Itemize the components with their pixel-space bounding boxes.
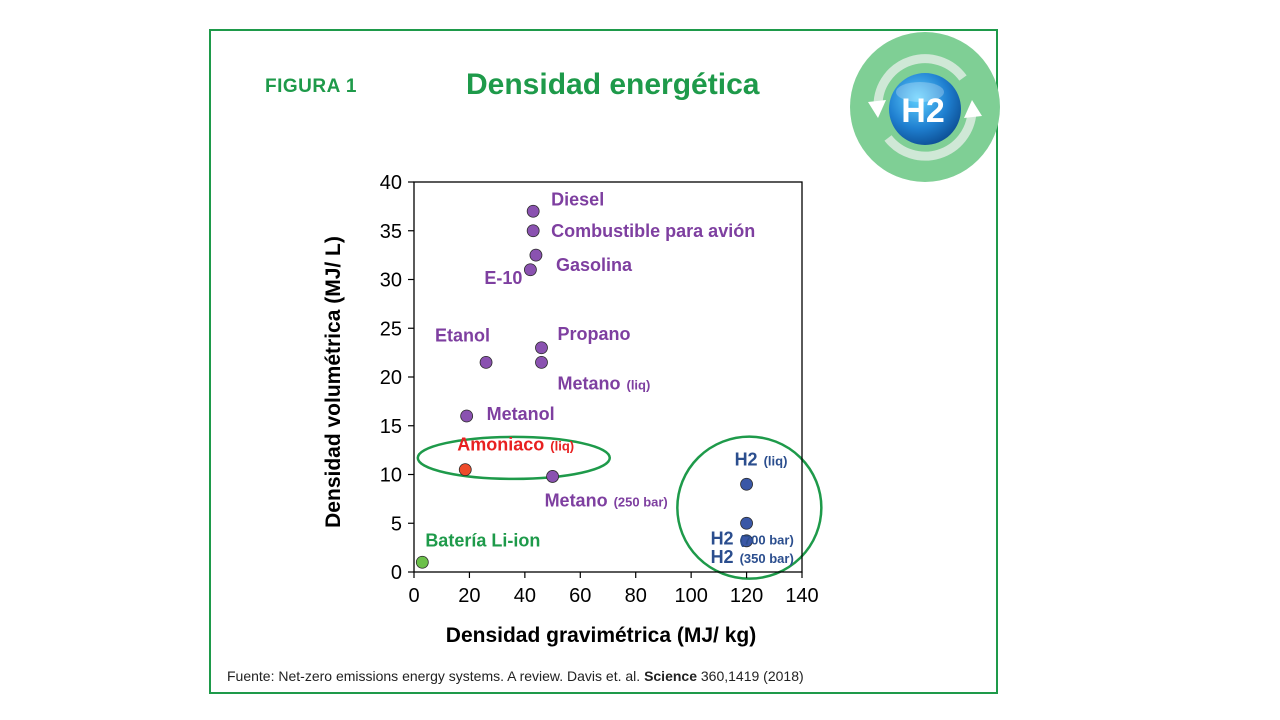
source-citation: Fuente: Net-zero emissions energy system… xyxy=(227,668,804,684)
logo-text: H2 xyxy=(901,92,944,130)
y-tick-label: 30 xyxy=(380,270,402,292)
point-label: Etanol xyxy=(435,325,490,345)
point-label-main: Diesel xyxy=(551,189,604,209)
x-tick-label: 100 xyxy=(674,585,707,607)
point-label-main: Gasolina xyxy=(556,255,633,275)
y-tick-label: 20 xyxy=(380,367,402,389)
y-axis-label: Densidad volumétrica (MJ/ L) xyxy=(322,236,345,528)
data-point xyxy=(415,555,429,569)
x-tick-label: 20 xyxy=(458,585,480,607)
point-label-main: H2 xyxy=(711,528,734,548)
data-point xyxy=(740,534,753,548)
scatter-chart: 0 20 40 60 80 100 120 140 0 5 10 15 20 25 30 35 40 Diese… xyxy=(322,172,823,647)
point-label-sub: (250 bar) xyxy=(614,494,668,509)
data-point xyxy=(740,516,753,530)
point-label-sub: (350 bar) xyxy=(740,551,794,566)
point-label: Propano xyxy=(557,324,630,344)
ammonia-highlight-ellipse xyxy=(416,435,612,481)
point-label-main: Combustible para avión xyxy=(551,221,755,241)
point-label: Metano (liq) xyxy=(557,373,650,393)
data-point xyxy=(526,204,540,218)
data-point xyxy=(535,355,548,369)
data-point xyxy=(535,341,548,355)
data-point xyxy=(740,477,753,491)
point-label: Combustible para avión xyxy=(551,221,755,241)
point-label-main: Propano xyxy=(557,324,630,344)
y-tick-label: 0 xyxy=(391,562,402,584)
point-label: Batería Li-ion xyxy=(425,530,540,550)
point-label: H2 (700 bar) xyxy=(711,528,794,548)
x-tick-label: 60 xyxy=(569,585,591,607)
x-axis-label: Densidad gravimétrica (MJ/ kg) xyxy=(446,624,756,647)
x-tick-label: 80 xyxy=(625,585,647,607)
x-tick-label: 140 xyxy=(785,585,818,607)
y-tick-label: 25 xyxy=(380,318,402,340)
point-label: Metanol xyxy=(487,404,555,424)
y-tick-label: 5 xyxy=(391,513,402,535)
y-tick-label: 10 xyxy=(380,465,402,487)
x-tick-label: 0 xyxy=(408,585,419,607)
point-label-sub: (liq) xyxy=(550,439,574,454)
y-tick-label: 40 xyxy=(380,172,402,194)
data-point xyxy=(479,355,493,369)
x-tick-label: 120 xyxy=(730,585,763,607)
point-label: E-10 xyxy=(484,268,522,288)
point-label: H2 (350 bar) xyxy=(711,547,794,567)
data-point xyxy=(458,463,472,477)
source-journal: Science xyxy=(644,668,697,684)
chart-title: Densidad energética xyxy=(466,68,760,101)
point-label-main: Metano xyxy=(545,490,608,510)
point-label-main: Metano xyxy=(557,373,620,393)
point-label-main: H2 xyxy=(735,449,758,469)
y-tick-label: 15 xyxy=(380,416,402,438)
point-label-sub: (700 bar) xyxy=(740,532,794,547)
data-point xyxy=(526,224,540,238)
source-suffix: 360,1419 (2018) xyxy=(697,668,804,684)
data-point xyxy=(523,263,537,277)
source-prefix: Fuente: Net-zero emissions energy system… xyxy=(227,668,645,684)
point-label-main: Etanol xyxy=(435,325,490,345)
point-label-main: H2 xyxy=(711,547,734,567)
point-label: Metano (250 bar) xyxy=(545,490,668,510)
point-label: H2 (liq) xyxy=(735,449,788,469)
point-label: Diesel xyxy=(551,189,604,209)
point-label: Gasolina xyxy=(556,255,633,275)
point-label-main: E-10 xyxy=(484,268,522,288)
point-label-main: Amoniaco xyxy=(457,435,544,455)
point-label-main: Metanol xyxy=(487,404,555,424)
point-label-sub: (liq) xyxy=(764,453,788,468)
figure-label: FIGURA 1 xyxy=(265,76,357,97)
data-point xyxy=(460,409,474,423)
point-label-sub: (liq) xyxy=(626,377,650,392)
y-tick-label: 35 xyxy=(380,221,402,243)
x-tick-label: 40 xyxy=(514,585,536,607)
hydrogen-h2-icon: H2 xyxy=(850,32,1000,182)
point-label: Amoniaco (liq) xyxy=(457,435,574,455)
data-point xyxy=(529,248,543,262)
point-label-main: Batería Li-ion xyxy=(425,530,540,550)
data-point xyxy=(546,470,559,483)
hydrogen-highlight-ellipse xyxy=(676,435,823,580)
